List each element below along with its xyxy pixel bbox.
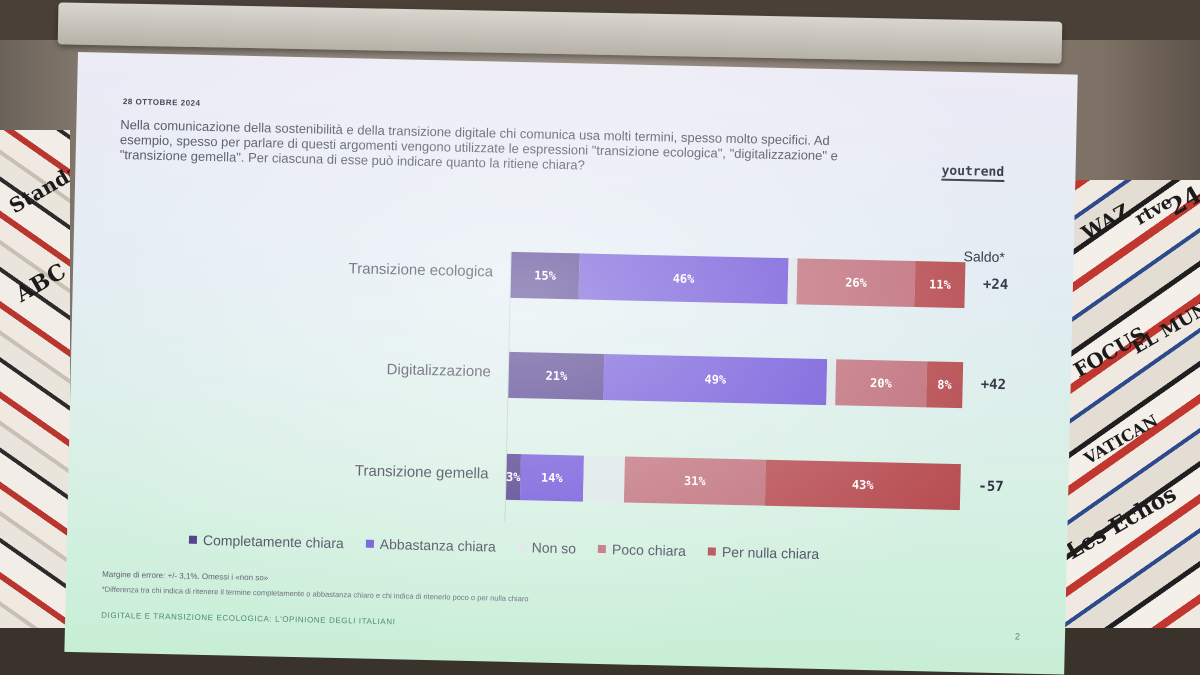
legend-label: Completamente chiara (202, 531, 344, 552)
legend-item: Poco chiara (597, 541, 687, 559)
bar-segment: 31% (623, 456, 766, 506)
bar-segment: 46% (578, 253, 789, 305)
bar-segment: 11% (914, 261, 966, 309)
legend-item: Non so (517, 539, 577, 557)
bar-segment (583, 455, 625, 503)
data-label: 8% (937, 377, 952, 392)
slide-date: 28 OTTOBRE 2024 (122, 97, 201, 108)
bar-row: 15% 46% 26% 11% (510, 251, 966, 309)
bar-segment: 14% (519, 454, 585, 502)
legend-item: Abbastanza chiara (365, 535, 496, 555)
bar-segment: 43% (764, 459, 961, 511)
bar-segment: 20% (835, 359, 927, 408)
data-label: 49% (704, 372, 727, 387)
slide-footer: DIGITALE E TRANSIZIONE ECOLOGICA: L'OPIN… (101, 610, 396, 627)
wall-word: ABC (11, 258, 70, 308)
saldo-value: -57 (978, 478, 1004, 496)
legend-item: Completamente chiara (188, 531, 344, 552)
wall-word: VATICAN (1080, 410, 1162, 469)
legend-label: Per nulla chiara (721, 543, 820, 562)
data-label: 43% (851, 477, 874, 493)
bar-segment: 21% (508, 351, 605, 401)
legend-swatch (365, 539, 374, 548)
newspaper-wall-left: Standard ABC (0, 130, 70, 628)
category-label: Transizione ecologica (348, 260, 494, 281)
data-label: 21% (545, 368, 568, 384)
bar-row: 21% 49% 20% 8% (508, 351, 964, 409)
saldo-value: +42 (980, 376, 1007, 394)
category-label: Digitalizzazione (386, 361, 492, 381)
data-label: 3% (505, 469, 521, 485)
newspaper-wall-right: WAZ rtve 24 FOCUS EL MUNDO Les Echos VAT… (1050, 180, 1200, 628)
margin-note: Margine di errore: +/- 3,1%. Omessi i «n… (102, 569, 269, 583)
data-label: 15% (534, 268, 557, 283)
data-label: 11% (928, 277, 951, 292)
legend-swatch (707, 547, 717, 556)
bar-row: 3% 14% 31% 43% (505, 453, 961, 511)
youtrend-logo: youtrend (941, 163, 1005, 183)
wall-word: WAZ (1077, 198, 1134, 246)
bar-segment: 26% (796, 258, 916, 308)
legend-swatch (597, 544, 607, 554)
data-label: 20% (869, 376, 892, 391)
wall-word: Standard (4, 145, 70, 219)
legend-label: Non so (531, 539, 577, 557)
legend-item: Per nulla chiara (707, 543, 820, 562)
chart-legend: Completamente chiara Abbastanza chiara Non… (188, 531, 820, 562)
saldo-header: Saldo* (963, 248, 1006, 266)
legend-label: Poco chiara (611, 541, 687, 559)
projected-slide: 28 OTTOBRE 2024 Nella comunicazione dell… (64, 52, 1078, 675)
bar-segment: 8% (925, 361, 964, 409)
legend-swatch (517, 543, 526, 552)
bar-segment: 15% (510, 251, 580, 300)
bar-segment: 49% (603, 354, 828, 406)
wall-word: 24 (1162, 180, 1200, 222)
saldo-footnote: *Differenza tra chi indica di ritenere i… (101, 584, 529, 604)
bar-segment: 3% (505, 453, 521, 501)
data-label: 31% (683, 473, 706, 489)
survey-question: Nella comunicazione della sostenibilità … (119, 116, 838, 173)
saldo-value: +24 (982, 276, 1009, 294)
wall-word: Les Echos (1061, 481, 1182, 565)
data-label: 46% (672, 271, 695, 287)
logo-text: youtrend (941, 163, 1005, 183)
legend-swatch (188, 535, 198, 544)
legend-label: Abbastanza chiara (379, 535, 496, 555)
page-number: 2 (1014, 631, 1021, 642)
data-label: 26% (844, 275, 867, 290)
wall-word: EL MUNDO (1128, 282, 1200, 359)
data-label: 14% (540, 470, 563, 486)
category-label: Transizione gemella (354, 462, 489, 483)
